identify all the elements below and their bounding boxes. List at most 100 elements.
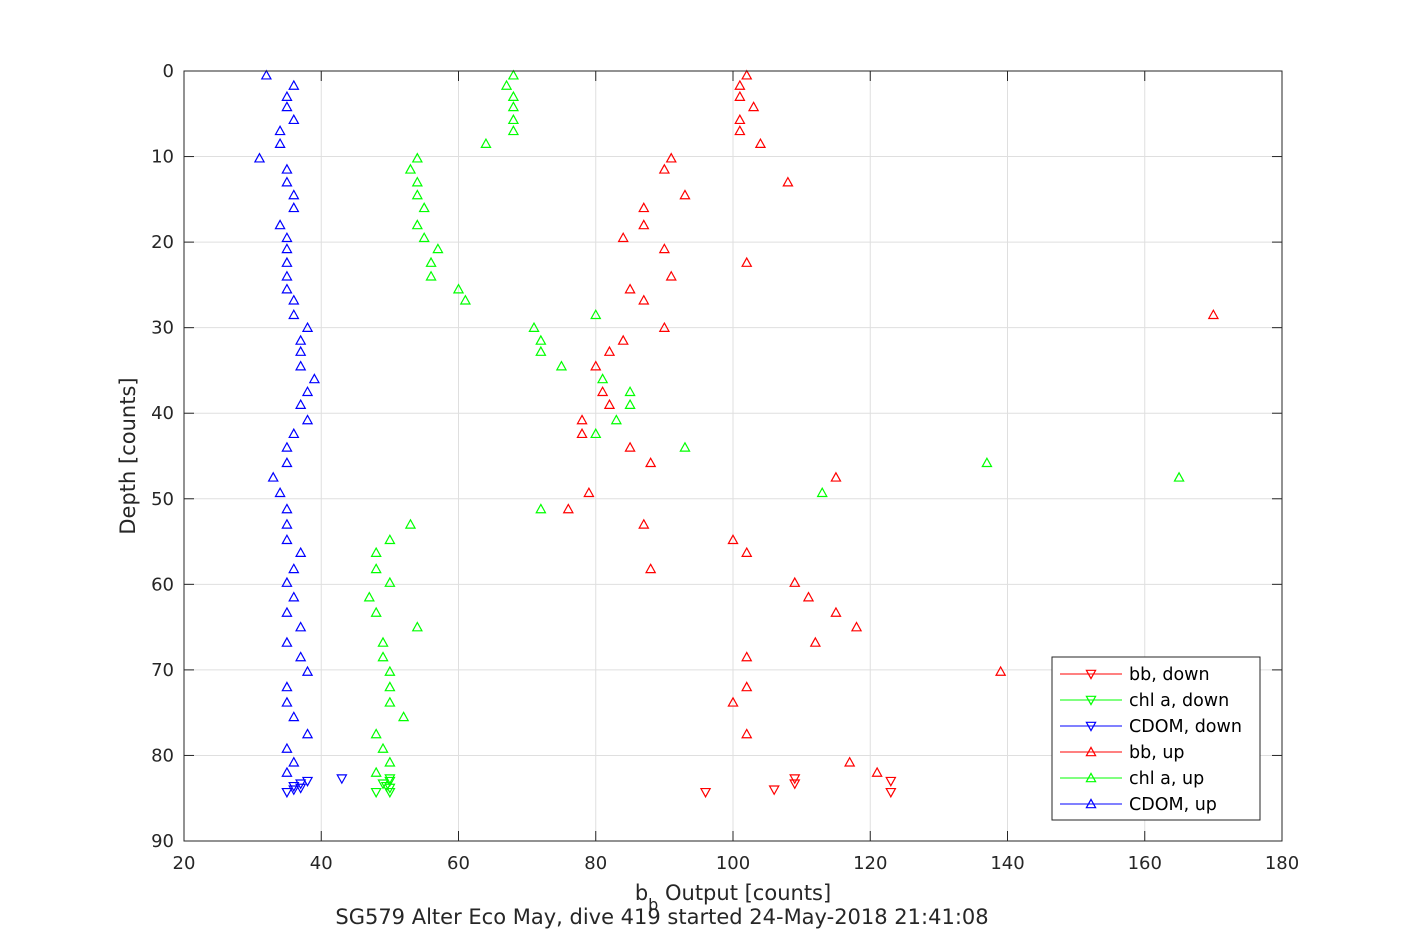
- legend-label: chl a, down: [1129, 691, 1229, 711]
- data-point: [288, 294, 300, 305]
- data-point: [281, 256, 293, 267]
- legend-box: [1051, 656, 1261, 821]
- data-point: [384, 576, 396, 587]
- data-point: [624, 441, 636, 452]
- data-point: [281, 787, 293, 799]
- x-tick-label: 60: [447, 853, 470, 874]
- data-point: [281, 766, 293, 777]
- x-tick-label: 120: [853, 853, 887, 874]
- data-point: [789, 779, 801, 790]
- data-point: [830, 606, 842, 617]
- legend-label: bb, down: [1129, 665, 1210, 685]
- data-point: [363, 591, 375, 602]
- data-point: [741, 256, 753, 267]
- data-point: [590, 427, 602, 439]
- data-point: [301, 321, 314, 332]
- series-1: [370, 774, 396, 799]
- data-point: [844, 756, 856, 767]
- data-point: [871, 766, 883, 777]
- data-point: [679, 441, 691, 452]
- data-point: [336, 774, 348, 785]
- data-point: [747, 101, 760, 112]
- data-point: [802, 591, 815, 602]
- data-point: [288, 202, 300, 213]
- data-point: [590, 360, 602, 371]
- data-point: [411, 189, 423, 200]
- data-point: [995, 665, 1007, 676]
- legend-label: bb, up: [1129, 743, 1185, 763]
- data-point: [638, 219, 650, 230]
- data-point: [370, 766, 382, 777]
- data-point: [624, 385, 636, 397]
- data-point: [370, 787, 382, 799]
- data-point: [404, 163, 417, 174]
- data-point: [638, 202, 650, 213]
- y-tick-label: 20: [151, 232, 174, 253]
- data-point: [301, 414, 314, 425]
- data-point: [411, 176, 423, 187]
- data-point: [638, 518, 650, 529]
- data-point: [981, 457, 993, 468]
- legend-label: CDOM, up: [1129, 795, 1217, 815]
- data-point: [308, 373, 321, 384]
- data-point: [288, 711, 300, 722]
- data-point: [535, 345, 547, 356]
- y-tick-label: 10: [151, 147, 174, 168]
- legend-marker: [1085, 695, 1097, 706]
- data-point: [782, 176, 794, 187]
- data-point: [665, 270, 677, 281]
- x-tick-label: 140: [990, 853, 1024, 874]
- data-point: [699, 787, 712, 799]
- y-tick-label: 80: [151, 745, 174, 766]
- y-tick-label: 90: [151, 831, 174, 852]
- data-point: [754, 137, 767, 149]
- data-point: [281, 681, 293, 692]
- x-tick-label: 40: [310, 853, 333, 874]
- x-axis-label-rest: Output [counts]: [658, 881, 831, 905]
- data-point: [384, 774, 396, 785]
- data-point: [1173, 471, 1185, 482]
- data-point: [397, 711, 410, 722]
- data-point: [850, 621, 863, 632]
- data-point: [727, 696, 739, 707]
- y-axis-label: Depth [counts]: [116, 377, 140, 534]
- axis-ticks: 20 40 60 80 100 120 140 160 180 0 10 20 30 40 50 60 70 80…: [151, 61, 1299, 874]
- series-2: [281, 774, 348, 799]
- series-0: [699, 774, 897, 799]
- y-tick-label: 0: [163, 61, 174, 82]
- x-axis-label-subscript: b: [648, 895, 658, 914]
- data-point: [452, 283, 465, 294]
- data-point: [377, 779, 389, 790]
- x-tick-label: 180: [1265, 853, 1299, 874]
- data-point: [590, 308, 602, 320]
- data-point: [624, 398, 636, 409]
- data-point: [384, 776, 396, 787]
- data-point: [404, 518, 417, 529]
- data-point: [734, 113, 746, 125]
- data-point: [885, 787, 897, 799]
- data-point: [281, 457, 293, 468]
- data-point: [281, 101, 293, 112]
- data-point: [377, 636, 389, 647]
- data-point: [411, 219, 423, 230]
- data-point: [734, 79, 746, 90]
- data-point: [432, 243, 444, 254]
- data-point: [617, 334, 629, 345]
- series-3: [562, 69, 1219, 777]
- data-point: [789, 576, 801, 587]
- data-point: [507, 125, 520, 136]
- data-point: [830, 471, 842, 482]
- legend-marker: [1085, 798, 1097, 809]
- y-tick-label: 40: [151, 403, 174, 424]
- data-point: [377, 742, 389, 753]
- data-point: [274, 219, 286, 230]
- data-point: [295, 621, 307, 632]
- y-tick-label: 30: [151, 318, 174, 339]
- data-point: [809, 636, 821, 647]
- data-point: [370, 546, 382, 557]
- data-point: [741, 546, 753, 557]
- data-point: [274, 486, 286, 498]
- data-point: [274, 125, 286, 136]
- data-point: [658, 321, 670, 332]
- data-point: [260, 69, 272, 80]
